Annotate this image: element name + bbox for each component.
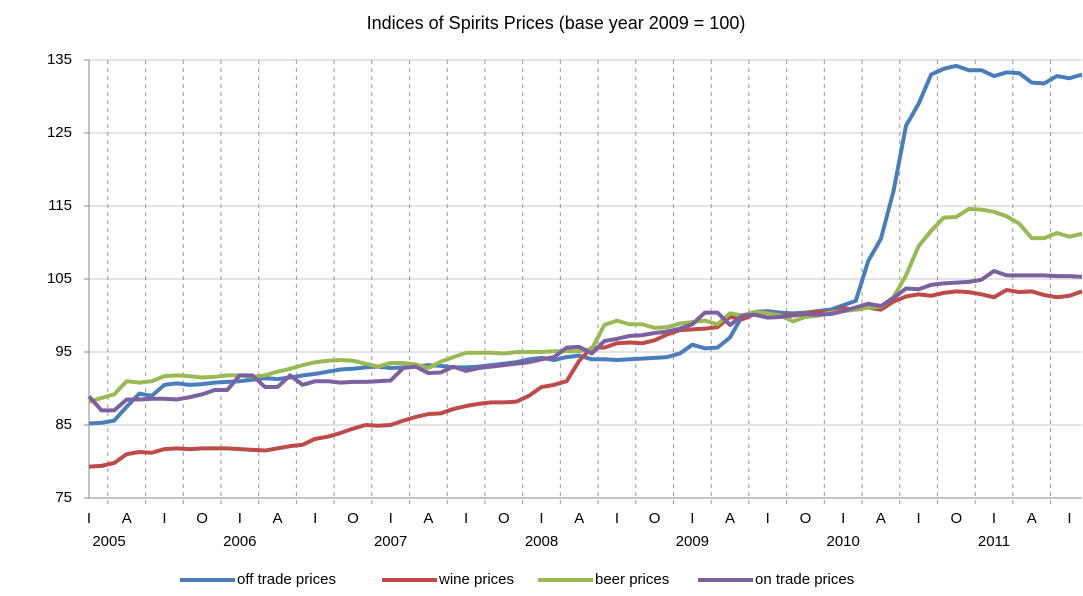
legend-label: beer prices (595, 571, 669, 588)
x-tick-label: I (162, 510, 166, 527)
x-tick-label: A (273, 510, 283, 527)
x-tick-label: I (313, 510, 317, 527)
x-tick-label: I (766, 510, 770, 527)
x-year-label: 2008 (525, 533, 558, 550)
x-tick-label: I (87, 510, 91, 527)
x-tick-label: I (615, 510, 619, 527)
x-tick-label: A (574, 510, 584, 527)
x-tick-label: I (539, 510, 543, 527)
y-tick-label: 115 (48, 197, 72, 214)
x-tick-label: O (800, 510, 812, 527)
x-tick-label: O (347, 510, 359, 527)
line-series (88, 206, 1083, 404)
x-tick-label: O (649, 510, 661, 527)
x-tick-label: O (950, 510, 962, 527)
y-tick-label: 125 (47, 124, 72, 141)
x-tick-label: A (122, 510, 132, 527)
x-year-label: 2010 (826, 533, 859, 550)
x-tick-label: I (238, 510, 242, 527)
x-year-label: 2006 (223, 533, 256, 550)
line-series (87, 268, 1083, 413)
chart-title: Indices of Spirits Prices (base year 200… (367, 13, 746, 33)
line-series (88, 287, 1083, 469)
x-tick-label: A (423, 510, 433, 527)
y-tick-label: 75 (55, 489, 72, 506)
x-tick-label: A (1027, 510, 1037, 527)
x-year-label: 2005 (92, 533, 125, 550)
y-tick-label: 105 (47, 270, 72, 287)
x-tick-label: I (992, 510, 996, 527)
legend-label: on trade prices (755, 571, 854, 588)
x-tick-label: A (725, 510, 735, 527)
x-tick-label: O (498, 510, 510, 527)
x-tick-label: I (464, 510, 468, 527)
y-tick-label: 135 (47, 51, 72, 68)
x-tick-label: I (1067, 510, 1071, 527)
line-series (88, 63, 1083, 426)
x-year-label: 2011 (978, 533, 1010, 550)
x-year-label: 2009 (676, 533, 709, 550)
x-tick-label: A (876, 510, 886, 527)
x-year-label: 2007 (374, 533, 407, 550)
x-tick-label: O (196, 510, 208, 527)
x-tick-label: I (917, 510, 921, 527)
x-tick-label: I (690, 510, 694, 527)
x-tick-label: I (389, 510, 393, 527)
legend-label: off trade prices (237, 571, 336, 588)
legend-label: wine prices (438, 571, 514, 588)
y-tick-label: 95 (55, 343, 72, 360)
x-tick-label: I (841, 510, 845, 527)
y-tick-label: 85 (55, 416, 72, 433)
